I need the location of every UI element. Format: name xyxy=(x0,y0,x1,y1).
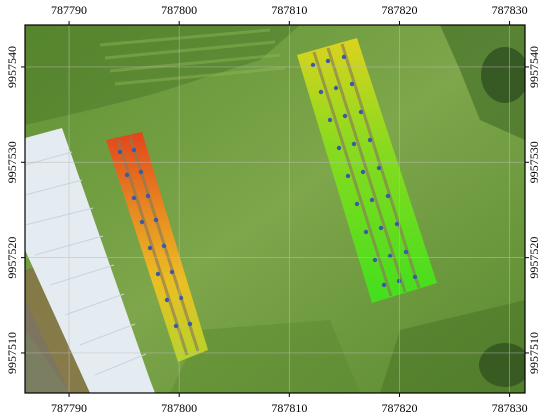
y-tick-label-right: 9957530 xyxy=(527,141,541,183)
y-tick-label-left: 9957510 xyxy=(5,332,19,374)
map-border xyxy=(24,24,526,394)
y-tick-label-left: 9957530 xyxy=(5,141,19,183)
x-ticks-top: 787790 787800 787810 787820 787830 xyxy=(51,3,528,25)
y-ticks-right: 9957540 9957530 9957520 9957510 xyxy=(525,46,541,374)
y-ticks-left: 9957540 9957530 9957520 9957510 xyxy=(5,46,25,374)
x-tick-label-top: 787810 xyxy=(271,3,307,17)
y-tick-label-left: 9957540 xyxy=(5,46,19,88)
y-tick-label-right: 9957520 xyxy=(527,237,541,279)
x-tick-label-bottom: 787830 xyxy=(492,401,528,415)
x-tick-label-top: 787820 xyxy=(381,3,417,17)
x-tick-label-top: 787830 xyxy=(492,3,528,17)
x-tick-label-top: 787800 xyxy=(161,3,197,17)
x-tick-label-bottom: 787790 xyxy=(51,401,87,415)
aerial-imagery xyxy=(25,25,525,393)
x-tick-label-bottom: 787820 xyxy=(381,401,417,415)
x-ticks-bottom: 787790 787800 787810 787820 787830 xyxy=(51,393,528,415)
x-tick-label-bottom: 787810 xyxy=(271,401,307,415)
y-tick-label-right: 9957540 xyxy=(527,46,541,88)
y-tick-label-left: 9957520 xyxy=(5,237,19,279)
y-tick-label-right: 9957510 xyxy=(527,332,541,374)
x-tick-label-bottom: 787800 xyxy=(161,401,197,415)
coordinate-grid xyxy=(25,25,525,393)
x-tick-label-top: 787790 xyxy=(51,3,87,17)
